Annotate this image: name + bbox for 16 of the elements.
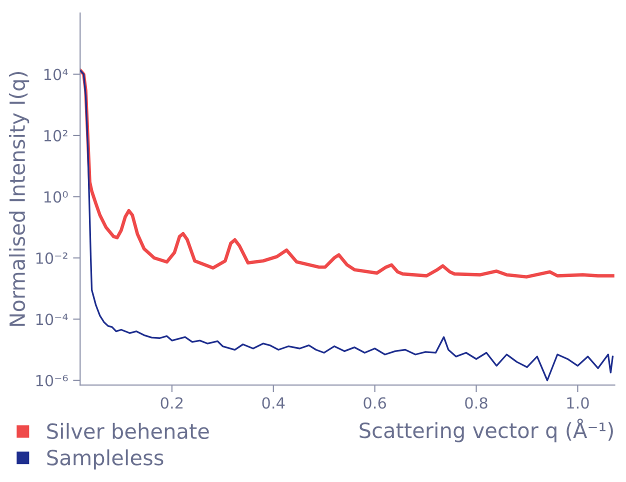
y-tick-label: 10⁴: [44, 68, 68, 80]
x-axis-title: Scattering vector q (Å⁻¹): [360, 418, 613, 442]
y-tick-label: 10⁰: [44, 191, 68, 203]
y-tick-label: 10⁻⁶: [36, 374, 68, 386]
x-tick-label: 0.4: [262, 397, 285, 409]
x-tick-label: 0.2: [160, 397, 183, 409]
y-tick-label: 10⁻²: [36, 252, 68, 264]
y-tick-label: 10⁻⁴: [36, 314, 68, 326]
x-tick-label: 0.8: [465, 397, 488, 409]
legend-label: Silver behenate: [47, 422, 209, 440]
x-tick-label: 0.6: [364, 397, 386, 409]
y-axis-title: Normalised Intensity I(q): [8, 72, 30, 326]
x-tick-label: 1.0: [567, 397, 589, 409]
y-tick-label: 10²: [44, 130, 68, 142]
legend-label: Sampleless: [47, 449, 164, 470]
line-series: [80, 70, 614, 382]
